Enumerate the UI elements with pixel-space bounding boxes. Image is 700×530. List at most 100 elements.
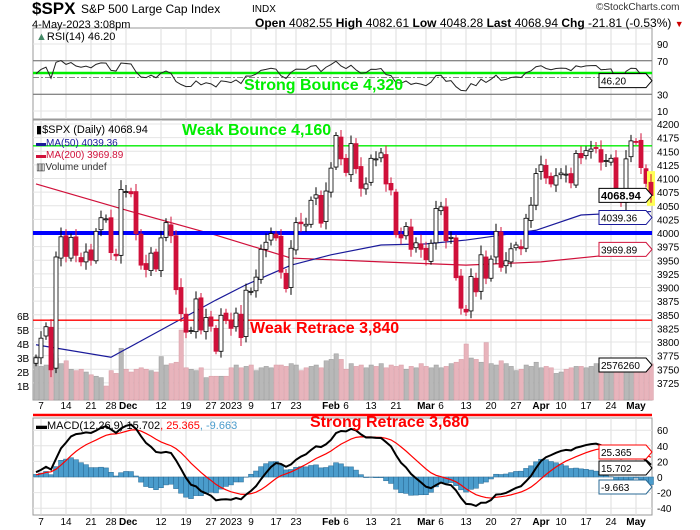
x-tick-label: 21 xyxy=(390,401,402,412)
volume-bar xyxy=(108,370,114,401)
candle-body xyxy=(353,143,359,170)
y-tick-label: 4100 xyxy=(657,175,680,186)
y-tick-label: 3925 xyxy=(657,270,680,281)
x-tick-label: 19 xyxy=(180,517,192,528)
rsi-tick-label: 70 xyxy=(657,57,669,68)
volume-bar xyxy=(493,364,499,401)
volume-bar xyxy=(378,363,384,401)
candle-body xyxy=(43,326,49,337)
volume-bar xyxy=(43,364,49,401)
candle-body xyxy=(193,298,199,333)
volume-bar xyxy=(298,370,304,401)
macd-tick-label: -40 xyxy=(657,504,672,515)
candle-body xyxy=(323,190,329,222)
candle-body xyxy=(553,175,559,186)
candle-body xyxy=(183,313,189,333)
candle-body xyxy=(418,243,424,250)
volume-bar xyxy=(273,364,279,401)
macd-histogram-bar xyxy=(148,476,154,488)
candle-body xyxy=(118,188,124,256)
candle-icon: ▮ xyxy=(36,124,43,136)
volume-bar xyxy=(188,368,194,401)
volume-bar xyxy=(383,367,389,401)
volume-tick-label: 6B xyxy=(17,312,30,323)
down-arrow-icon: ▼ xyxy=(674,19,684,29)
symbol: $SPX xyxy=(32,0,76,18)
tag-box xyxy=(598,73,653,89)
macd-histogram-bar xyxy=(108,472,114,478)
volume-bar xyxy=(313,364,319,401)
tag-text: 4068.94 xyxy=(601,190,642,202)
macd-histogram-bar xyxy=(603,475,609,478)
macd-histogram-bar xyxy=(493,473,499,478)
macd-histogram-bar xyxy=(383,476,389,482)
candle-body xyxy=(453,237,459,279)
macd-histogram-bar xyxy=(68,457,74,478)
volume-bar xyxy=(333,353,339,401)
volume-bar xyxy=(603,367,609,401)
volume-bar xyxy=(103,385,109,401)
candle-body xyxy=(148,252,154,272)
volume-bar xyxy=(588,366,594,401)
volume-bar xyxy=(568,367,574,401)
y-tick-label: 3975 xyxy=(657,243,680,254)
candle-body xyxy=(523,217,529,249)
x-tick-label: 21 xyxy=(390,517,402,528)
macd-histogram-bar xyxy=(118,472,124,478)
x-tick-label: 17 xyxy=(580,517,592,528)
y-tick-label: 4125 xyxy=(657,161,680,172)
macd-histogram-bar xyxy=(473,476,479,489)
macd-histogram-bar xyxy=(568,468,574,478)
candle-body xyxy=(548,175,554,185)
candle-body xyxy=(558,172,564,176)
candle-body xyxy=(428,242,434,262)
candle-body xyxy=(598,149,604,163)
candle-body xyxy=(173,235,179,291)
volume-bar xyxy=(238,367,244,401)
macd-histogram-bar xyxy=(578,468,584,478)
volume-bar xyxy=(413,367,419,401)
ma50-legend: ▬MA(50) 4039.36 xyxy=(36,138,118,149)
x-tick-label: 17 xyxy=(270,401,282,412)
macd-histogram-bar xyxy=(178,476,184,494)
candle-body xyxy=(363,183,369,190)
candle-body xyxy=(283,272,289,289)
candle-body xyxy=(63,235,69,257)
x-tick-label: Apr xyxy=(532,401,549,412)
macd-histogram-bar xyxy=(333,462,339,478)
candle-body xyxy=(78,257,84,263)
y-tick-label: 3900 xyxy=(657,284,680,295)
macd-histogram-bar xyxy=(223,476,229,487)
volume-bar xyxy=(373,366,379,401)
x-tick-label: 17 xyxy=(270,517,282,528)
volume-bar xyxy=(218,375,224,401)
volume-bar xyxy=(178,329,184,401)
candle-body xyxy=(603,160,609,162)
candle-body xyxy=(473,277,479,293)
volume-bar xyxy=(438,367,444,401)
macd-tick-label: -20 xyxy=(657,489,672,500)
chg-label: Chg xyxy=(561,16,585,30)
candle-body xyxy=(413,242,419,249)
x-tick-label: 6 xyxy=(438,517,444,528)
macd-histogram-bar xyxy=(498,474,504,478)
high-value: 4082.61 xyxy=(365,16,410,30)
candle-body xyxy=(98,217,104,231)
x-tick-label: 6 xyxy=(343,517,349,528)
price-legend-label: $SPX (Daily) 4068.94 xyxy=(42,124,148,136)
volume-bar xyxy=(168,363,174,401)
volume-bar xyxy=(363,367,369,401)
chg-value: -21.81 (-0.53%) xyxy=(588,16,672,30)
macd-legend: ▬MACD(12,26,9) 15.702, 25.365, -9.663 xyxy=(36,420,238,432)
volume-bar xyxy=(323,360,329,401)
x-tick-label: Dec xyxy=(119,517,138,528)
macd-histogram-bar xyxy=(113,475,119,478)
macd-histogram-bar xyxy=(633,476,639,479)
volume-bar xyxy=(548,367,554,401)
volume-bar xyxy=(293,364,299,401)
y-tick-label: 4050 xyxy=(657,202,680,213)
macd-histogram-bar xyxy=(203,476,209,494)
y-tick-label: 3850 xyxy=(657,311,680,322)
ma200-legend: ▬MA(200) 3969.89 xyxy=(36,150,124,161)
candle-body xyxy=(513,244,519,249)
